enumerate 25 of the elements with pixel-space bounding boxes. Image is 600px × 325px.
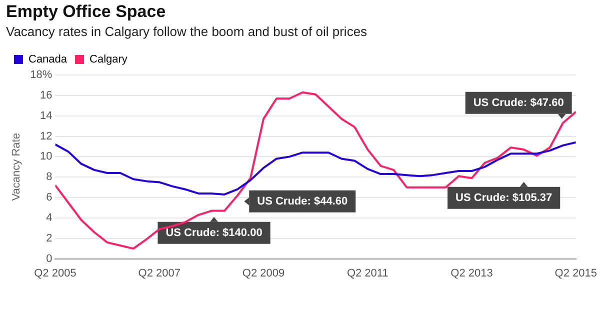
x-tick-label: Q2 2013 — [450, 267, 493, 280]
y-tick-label: 2 — [46, 232, 52, 244]
chart-subtitle: Vacancy rates in Calgary follow the boom and bust of oil prices — [6, 24, 368, 39]
legend-label: Canada — [28, 54, 68, 66]
y-axis-title: Vacancy Rate — [10, 133, 23, 201]
y-tick-label: 6 — [46, 192, 52, 204]
y-tick-label: 14 — [40, 110, 52, 122]
x-tick-label: Q2 2009 — [242, 267, 285, 280]
x-tick-label: Q2 2015 — [554, 267, 597, 280]
y-tick-label: 10 — [40, 150, 52, 163]
annotation: US Crude: $105.37 — [456, 192, 552, 204]
y-tick-label: 18% — [30, 69, 52, 82]
y-tick-label: 0 — [46, 252, 52, 265]
y-tick-label: 16 — [40, 89, 52, 102]
y-tick-label: 8 — [46, 171, 52, 184]
x-tick-label: Q2 2011 — [346, 267, 388, 280]
y-tick-label: 4 — [46, 212, 52, 224]
annotation: US Crude: $140.00 — [166, 226, 262, 239]
annotation: US Crude: $47.60 — [473, 96, 564, 109]
y-tick-label: 12 — [40, 130, 52, 142]
legend-label: Calgary — [90, 54, 128, 66]
x-tick-label: Q2 2007 — [138, 267, 180, 280]
chart-title: Empty Office Space — [6, 2, 166, 21]
annotation: US Crude: $44.60 — [257, 195, 348, 208]
x-tick-label: Q2 2005 — [34, 267, 76, 280]
